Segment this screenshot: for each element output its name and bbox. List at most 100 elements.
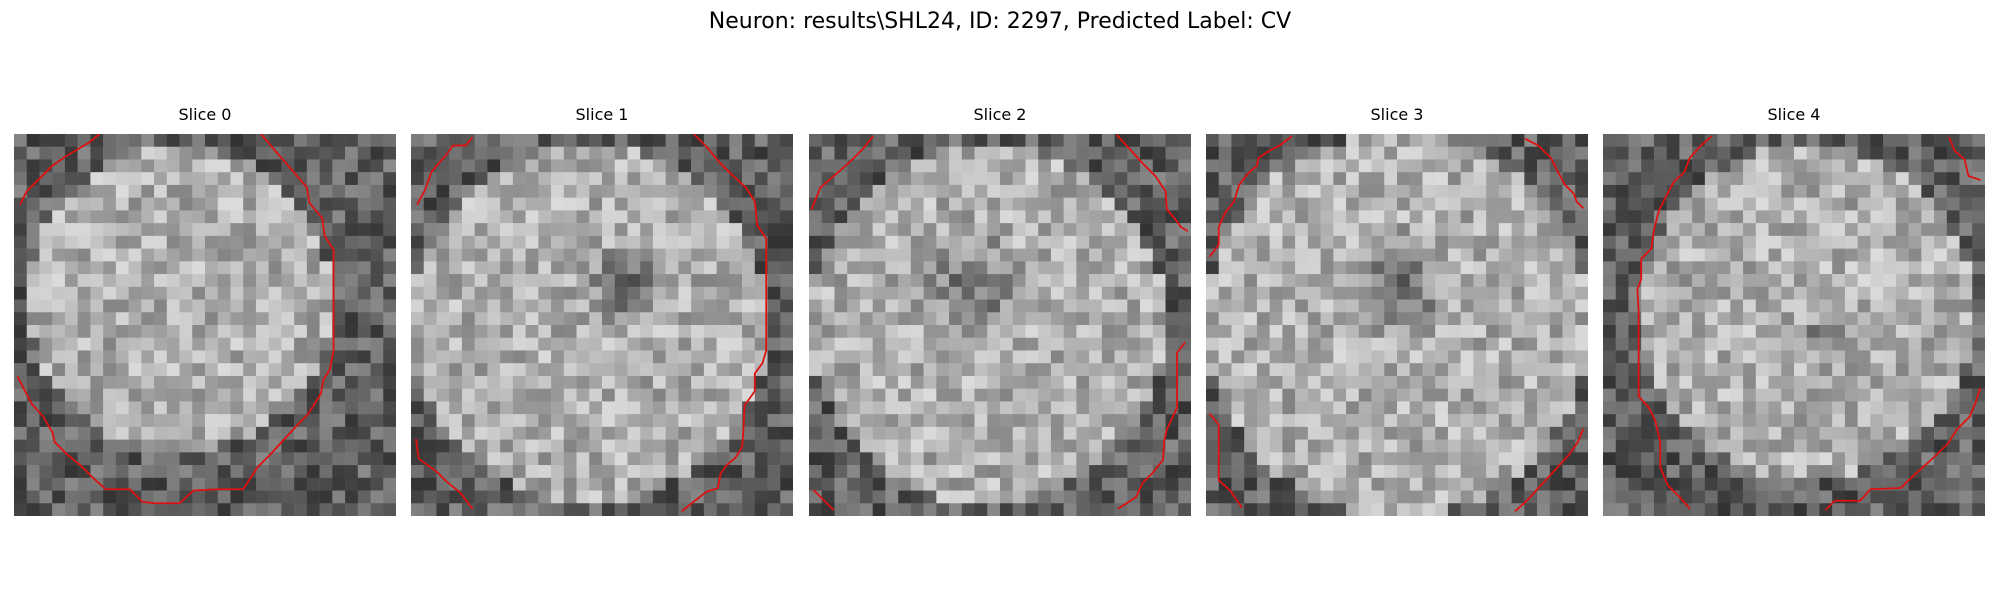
- pixel: [1346, 350, 1360, 364]
- pixel: [602, 401, 615, 415]
- pixel: [128, 274, 142, 288]
- pixel: [306, 375, 320, 389]
- pixel: [1562, 426, 1576, 440]
- pixel: [1537, 299, 1551, 313]
- pixel: [1615, 286, 1629, 300]
- pixel: [1371, 159, 1385, 173]
- pixel: [1397, 439, 1410, 453]
- pixel: [1768, 134, 1782, 147]
- pixel: [332, 426, 346, 440]
- pixel: [1959, 286, 1973, 300]
- pixel: [1473, 248, 1487, 262]
- pixel: [1603, 172, 1616, 186]
- pixel: [652, 337, 666, 351]
- pixel: [834, 490, 848, 504]
- pixel: [1575, 375, 1588, 389]
- pixel: [729, 286, 743, 300]
- pixel: [1063, 477, 1077, 491]
- pixel: [1857, 452, 1871, 466]
- pixel: [306, 363, 320, 377]
- pixel: [1498, 235, 1512, 249]
- pixel: [742, 235, 756, 249]
- pixel: [294, 439, 308, 453]
- pixel: [1946, 146, 1960, 160]
- pixel: [1218, 465, 1232, 479]
- pixel: [1127, 184, 1141, 198]
- pixel: [1050, 439, 1064, 453]
- pixel: [1908, 184, 1922, 198]
- pixel: [166, 312, 180, 326]
- pixel: [1089, 465, 1103, 479]
- pixel: [103, 490, 117, 504]
- pixel: [563, 477, 577, 491]
- pixel: [1628, 184, 1642, 198]
- pixel: [14, 426, 27, 440]
- pixel: [77, 235, 91, 249]
- pixel: [1857, 350, 1871, 364]
- pixel: [1050, 210, 1064, 224]
- pixel: [872, 312, 886, 326]
- pixel: [1333, 477, 1347, 491]
- pixel: [1063, 426, 1077, 440]
- pixel: [1870, 465, 1884, 479]
- pixel: [859, 210, 873, 224]
- pixel: [1743, 235, 1757, 249]
- pixel: [1549, 235, 1563, 249]
- pixel: [949, 452, 963, 466]
- pixel: [1422, 223, 1436, 237]
- pixel: [1883, 388, 1897, 402]
- pixel: [780, 375, 793, 389]
- pixel: [1781, 235, 1795, 249]
- pixel: [1679, 325, 1693, 338]
- pixel: [1498, 503, 1512, 516]
- pixel: [319, 274, 333, 288]
- pixel: [1358, 388, 1372, 402]
- pixel: [243, 223, 257, 237]
- pixel: [1333, 184, 1347, 198]
- pixel: [1819, 337, 1833, 351]
- pixel: [1832, 439, 1846, 453]
- pixel: [754, 337, 768, 351]
- pixel: [1447, 248, 1461, 262]
- pixel: [1666, 414, 1680, 428]
- pixel: [1743, 261, 1757, 275]
- pixel: [1844, 401, 1858, 415]
- pixel: [383, 261, 396, 275]
- pixel: [809, 426, 822, 440]
- pixel: [1447, 426, 1461, 440]
- pixel: [357, 223, 371, 237]
- pixel: [678, 159, 692, 173]
- pixel: [1025, 426, 1039, 440]
- pixel: [1231, 223, 1245, 237]
- pixel: [1231, 172, 1245, 186]
- pixel: [1473, 465, 1487, 479]
- pixel: [1140, 414, 1154, 428]
- pixel: [1615, 261, 1629, 275]
- pixel: [357, 363, 371, 377]
- pixel: [332, 286, 346, 300]
- pixel: [1447, 477, 1461, 491]
- pixel: [1755, 375, 1769, 389]
- pixel: [1063, 286, 1077, 300]
- pixel: [1666, 426, 1680, 440]
- pixel: [1397, 465, 1410, 479]
- pixel: [1679, 210, 1693, 224]
- pixel: [678, 274, 692, 288]
- pixel: [754, 274, 768, 288]
- pixel: [1473, 426, 1487, 440]
- pixel: [949, 465, 963, 479]
- pixel: [1603, 286, 1616, 300]
- pixel: [627, 248, 641, 262]
- pixel: [551, 350, 565, 364]
- pixel: [1140, 439, 1154, 453]
- pixel: [1460, 146, 1474, 160]
- pixel: [26, 134, 40, 147]
- pixel: [1730, 134, 1744, 147]
- pixel: [179, 159, 193, 173]
- pixel: [640, 197, 654, 211]
- pixel: [961, 235, 975, 249]
- pixel: [1717, 274, 1731, 288]
- pixel: [230, 465, 244, 479]
- pixel: [1038, 401, 1052, 415]
- pixel: [872, 350, 886, 364]
